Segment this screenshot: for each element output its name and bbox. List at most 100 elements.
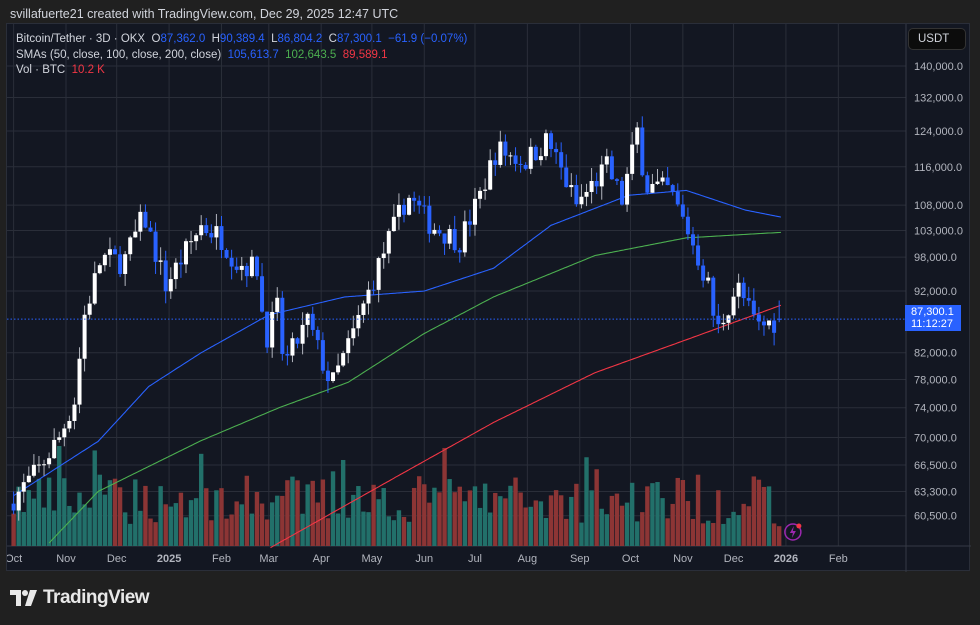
volume-bar [148,518,153,546]
price-chart[interactable]: 140,000.0 132,000.0 124,000.0 116,000.0 108,… [5,24,971,572]
symbol-name[interactable]: Bitcoin/Tether · 3D · OKX [16,33,146,45]
volume-bar [427,502,432,546]
volume-bar [635,521,640,546]
volume-bar [695,474,701,546]
volume-bar [229,514,234,546]
volume-bar [178,492,184,546]
candle-body [533,146,538,161]
volume-bar [366,512,371,546]
candle-body [528,146,533,169]
volume-bar [209,520,214,546]
candle-body [696,245,701,266]
candle-body [270,311,275,348]
sma-label[interactable]: SMAs (50, close, 100, close, 200, close) [16,48,222,61]
volume-bar [361,511,366,546]
volume-bar [503,498,508,546]
candle-body [604,156,609,165]
candle-body [564,167,569,188]
volume-bar [432,487,437,546]
candle-body [16,491,21,511]
volume-bar [92,450,97,546]
volume-bar [700,523,706,546]
last-price: 87,300.1 [911,306,954,319]
volume-bar [589,490,594,546]
volume-bar [173,503,179,546]
candle-body [391,216,396,232]
candle-body [249,256,254,277]
candle-body [204,225,209,234]
candle-body [452,229,457,251]
volume-bar [87,507,92,546]
volume-bar [305,484,310,546]
candle-body [280,297,285,354]
volume-bar [351,494,356,546]
volume-bar [467,490,473,546]
candle-body [113,249,118,255]
candle-body [746,298,751,301]
volume-bar [599,508,604,546]
candle-body [199,225,204,236]
tradingview-logo[interactable]: TradingView [10,587,150,609]
volume-bar [751,476,757,546]
x-tick-label: May [361,553,382,565]
candle-body [376,258,381,290]
x-tick-label: Feb [212,553,231,565]
volume-bar [614,493,620,546]
high-value: 90,389.4 [219,33,265,45]
candle-body [305,313,310,325]
candle-body [741,282,746,299]
volume-bar [518,492,523,546]
candle-body [447,229,452,244]
candle-body [701,265,706,281]
candle-body [209,233,214,238]
candle-body [178,262,183,265]
candle-body [133,231,138,238]
candle-body [239,265,244,270]
vol-value: 10.2 K [71,64,105,76]
candle-body [772,320,777,333]
volume-bar [77,492,82,546]
candle-body [290,338,295,356]
volume-bar [128,523,133,546]
candle-body [128,237,133,255]
candle-body [254,256,259,277]
x-tick-label: Apr [313,553,330,565]
candle-body [285,353,290,356]
volume-bar [224,518,229,546]
volume-bar [660,498,665,546]
volume-bar [422,484,427,546]
y-tick-label: 103,000.0 [914,226,963,238]
candle-body [751,300,756,315]
attribution: svillafuerte21 created with TradingView.… [10,7,399,21]
volume-bar [776,526,782,546]
volume-bar [640,512,645,546]
sma50-line [13,189,782,497]
candle-body [11,503,16,511]
volume-bar [462,501,468,546]
candle-body [680,204,685,217]
volume-bar [219,488,224,546]
volume-bar [234,501,239,546]
candle-body [402,204,406,215]
volume-bar [609,495,615,546]
currency-button[interactable]: USDT [908,28,966,50]
x-tick-label: Aug [518,553,538,565]
candle-body [650,183,655,193]
open-label: O [151,33,161,45]
volume-bar [239,504,244,546]
volume-bar [62,478,67,546]
y-tick-label: 116,000.0 [914,162,962,174]
sma200-line [270,304,782,549]
chart-pane[interactable]: 140,000.0 132,000.0 124,000.0 116,000.0 108,… [5,23,971,572]
candle-body [412,197,417,201]
candle-body [26,475,31,483]
candle-body [214,226,219,238]
candle-body [138,211,143,232]
candle-body [381,253,386,259]
x-tick-label: Feb [829,553,848,565]
volume-bar [721,523,726,546]
volume-bar [472,486,478,546]
volume-bar [26,490,32,546]
vol-label[interactable]: Vol · BTC [16,64,66,76]
volume-bar [619,505,625,546]
